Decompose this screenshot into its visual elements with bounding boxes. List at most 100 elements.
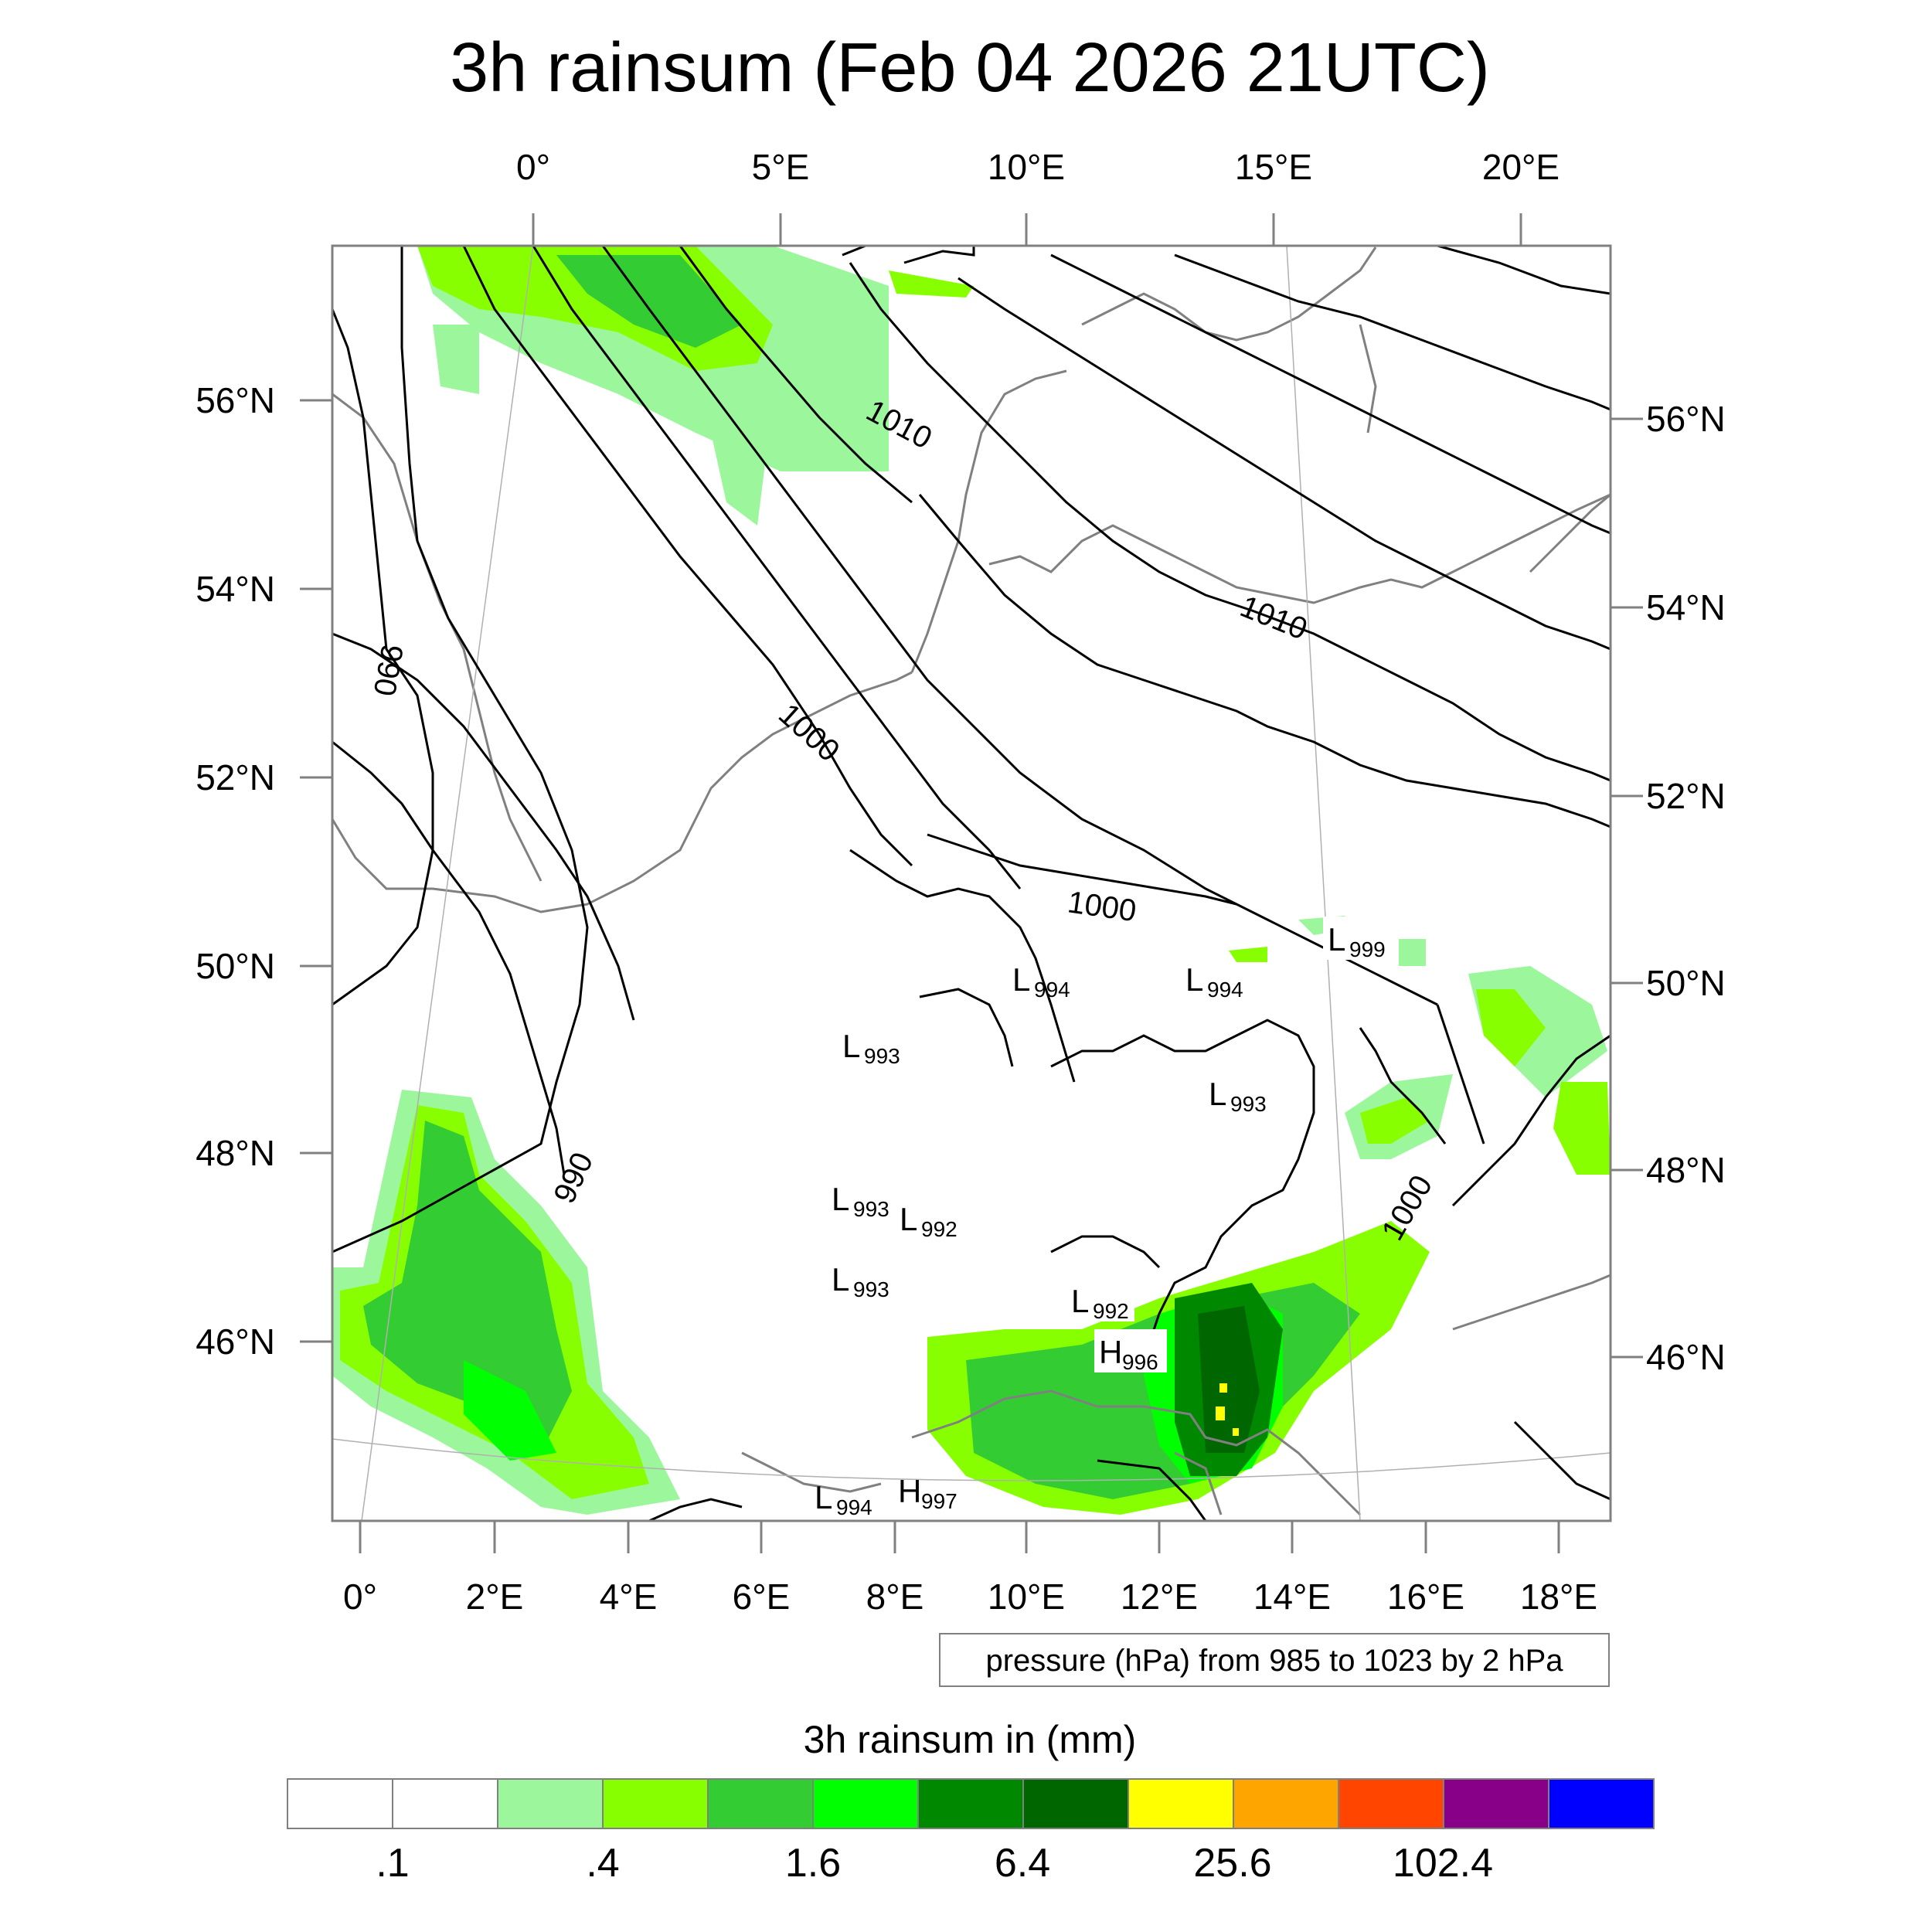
colorbar-label: .4 — [586, 1841, 619, 1886]
pressure-systems: L 999 L 994 L 994 L 993 L 993 L 993 L 99… — [815, 917, 1393, 1519]
colorbar-title: 3h rainsum in (mm) — [804, 1718, 1137, 1761]
map-title: 3h rainsum (Feb 04 2026 21UTC) — [450, 29, 1490, 107]
top-lon-label: 10°E — [988, 147, 1065, 187]
left-lat-label: 52°N — [196, 757, 275, 798]
colorbar-swatch — [1022, 1778, 1129, 1829]
pressure-value: 999 — [1349, 937, 1386, 961]
left-lat-label: 46°N — [196, 1321, 275, 1362]
pressure-type: H — [1099, 1334, 1122, 1370]
left-lat-labels: 56°N 54°N 52°N 50°N 48°N 46°N — [196, 380, 275, 1362]
pressure-low-marker: L 993 — [832, 1261, 889, 1301]
precipitation-field — [332, 246, 1611, 1515]
pressure-high-marker: H 996 — [1094, 1329, 1167, 1374]
graticule — [332, 246, 1611, 1521]
pressure-high-marker: H 997 — [898, 1473, 957, 1513]
pressure-low-marker: L 999 — [1323, 917, 1393, 961]
colorbar-swatch — [917, 1778, 1024, 1829]
pressure-value: 996 — [1122, 1350, 1158, 1374]
colorbar-label: 25.6 — [1193, 1841, 1271, 1886]
colorbar-swatch — [1338, 1778, 1444, 1829]
footnote-text: pressure (hPa) from 985 to 1023 by 2 hPa — [985, 1644, 1563, 1678]
colorbar-swatch — [287, 1778, 393, 1829]
colorbar-swatch — [1443, 1778, 1549, 1829]
colorbar-swatch — [392, 1778, 498, 1829]
bottom-lon-labels: 0° 2°E 4°E 6°E 8°E 10°E 12°E 14°E 16°E 1… — [343, 1577, 1597, 1617]
pressure-value: 992 — [1093, 1299, 1129, 1323]
colorbar-swatch — [602, 1778, 709, 1829]
top-lon-labels: 0° 5°E 10°E 15°E 20°E — [516, 147, 1560, 187]
pressure-low-marker: L 993 — [842, 1028, 900, 1068]
pressure-low-marker: L 993 — [832, 1181, 889, 1221]
pressure-low-marker: L 992 — [1066, 1278, 1134, 1323]
left-lat-label: 54°N — [196, 569, 275, 609]
pressure-type: L — [842, 1028, 860, 1064]
bottom-lon-label: 16°E — [1387, 1577, 1464, 1617]
bottom-lon-label: 12°E — [1121, 1577, 1198, 1617]
bottom-lon-label: 2°E — [466, 1577, 524, 1617]
top-lon-label: 0° — [516, 147, 550, 187]
left-lat-label: 50°N — [196, 946, 275, 986]
tick-marks — [300, 213, 1643, 1553]
pressure-type: H — [898, 1473, 921, 1509]
pressure-type: L — [1012, 961, 1030, 998]
bottom-lon-label: 4°E — [600, 1577, 658, 1617]
pressure-type: L — [900, 1201, 917, 1237]
pressure-type: L — [1071, 1283, 1089, 1319]
pressure-value: 997 — [921, 1489, 957, 1513]
colorbar-swatch — [707, 1778, 814, 1829]
isobars — [332, 246, 1611, 1521]
top-lon-label: 5°E — [752, 147, 810, 187]
right-lat-label: 56°N — [1646, 399, 1726, 439]
right-lat-label: 46°N — [1646, 1337, 1726, 1377]
bottom-lon-label: 10°E — [988, 1577, 1065, 1617]
bottom-lon-label: 0° — [343, 1577, 377, 1617]
pressure-type: L — [1185, 961, 1203, 998]
colorbar-swatch — [497, 1778, 604, 1829]
bottom-lon-label: 14°E — [1253, 1577, 1331, 1617]
colorbar-swatch — [1233, 1778, 1339, 1829]
pressure-value: 993 — [1230, 1092, 1267, 1116]
footnote-box: pressure (hPa) from 985 to 1023 by 2 hPa — [939, 1633, 1610, 1687]
map-frame — [331, 244, 1612, 1522]
left-lat-label: 48°N — [196, 1133, 275, 1173]
pressure-value: 992 — [921, 1217, 957, 1241]
right-lat-label: 50°N — [1646, 963, 1726, 1003]
colorbar-label: 1.6 — [785, 1841, 841, 1886]
colorbar-swatch — [1128, 1778, 1234, 1829]
top-lon-label: 20°E — [1482, 147, 1560, 187]
pressure-low-marker: L 994 — [815, 1479, 872, 1519]
pressure-low-marker: L 994 — [1185, 961, 1243, 1002]
colorbar — [287, 1778, 1655, 1829]
pressure-type: L — [1209, 1076, 1226, 1112]
pressure-low-marker: L 993 — [1209, 1076, 1267, 1116]
bottom-lon-label: 18°E — [1520, 1577, 1597, 1617]
pressure-type: L — [832, 1181, 849, 1217]
right-lat-label: 48°N — [1646, 1150, 1726, 1190]
map-area — [332, 246, 1611, 1521]
pressure-value: 993 — [864, 1044, 900, 1068]
colorbar-labels: .1 .4 1.6 6.4 25.6 102.4 — [376, 1841, 1493, 1886]
pressure-value: 994 — [1207, 978, 1243, 1002]
coastlines — [332, 247, 1611, 1516]
left-lat-label: 56°N — [196, 380, 275, 420]
right-lat-label: 52°N — [1646, 776, 1726, 816]
bottom-lon-label: 8°E — [866, 1577, 924, 1617]
right-lat-label: 54°N — [1646, 587, 1726, 628]
pressure-type: L — [815, 1479, 832, 1515]
colorbar-swatch — [812, 1778, 919, 1829]
pressure-type: L — [832, 1261, 849, 1298]
pressure-low-marker: L 994 — [1012, 961, 1070, 1002]
colorbar-label: 6.4 — [995, 1841, 1050, 1886]
colorbar-swatch — [1548, 1778, 1655, 1829]
colorbar-label: 102.4 — [1393, 1841, 1493, 1886]
top-lon-label: 15°E — [1235, 147, 1312, 187]
bottom-lon-label: 6°E — [733, 1577, 791, 1617]
pressure-type: L — [1328, 921, 1345, 957]
pressure-value: 993 — [853, 1197, 889, 1221]
colorbar-label: .1 — [376, 1841, 409, 1886]
right-lat-labels: 56°N 54°N 52°N 50°N 48°N 46°N — [1646, 399, 1726, 1377]
pressure-value: 993 — [853, 1277, 889, 1301]
pressure-value: 994 — [1034, 978, 1070, 1002]
pressure-value: 994 — [836, 1495, 872, 1519]
